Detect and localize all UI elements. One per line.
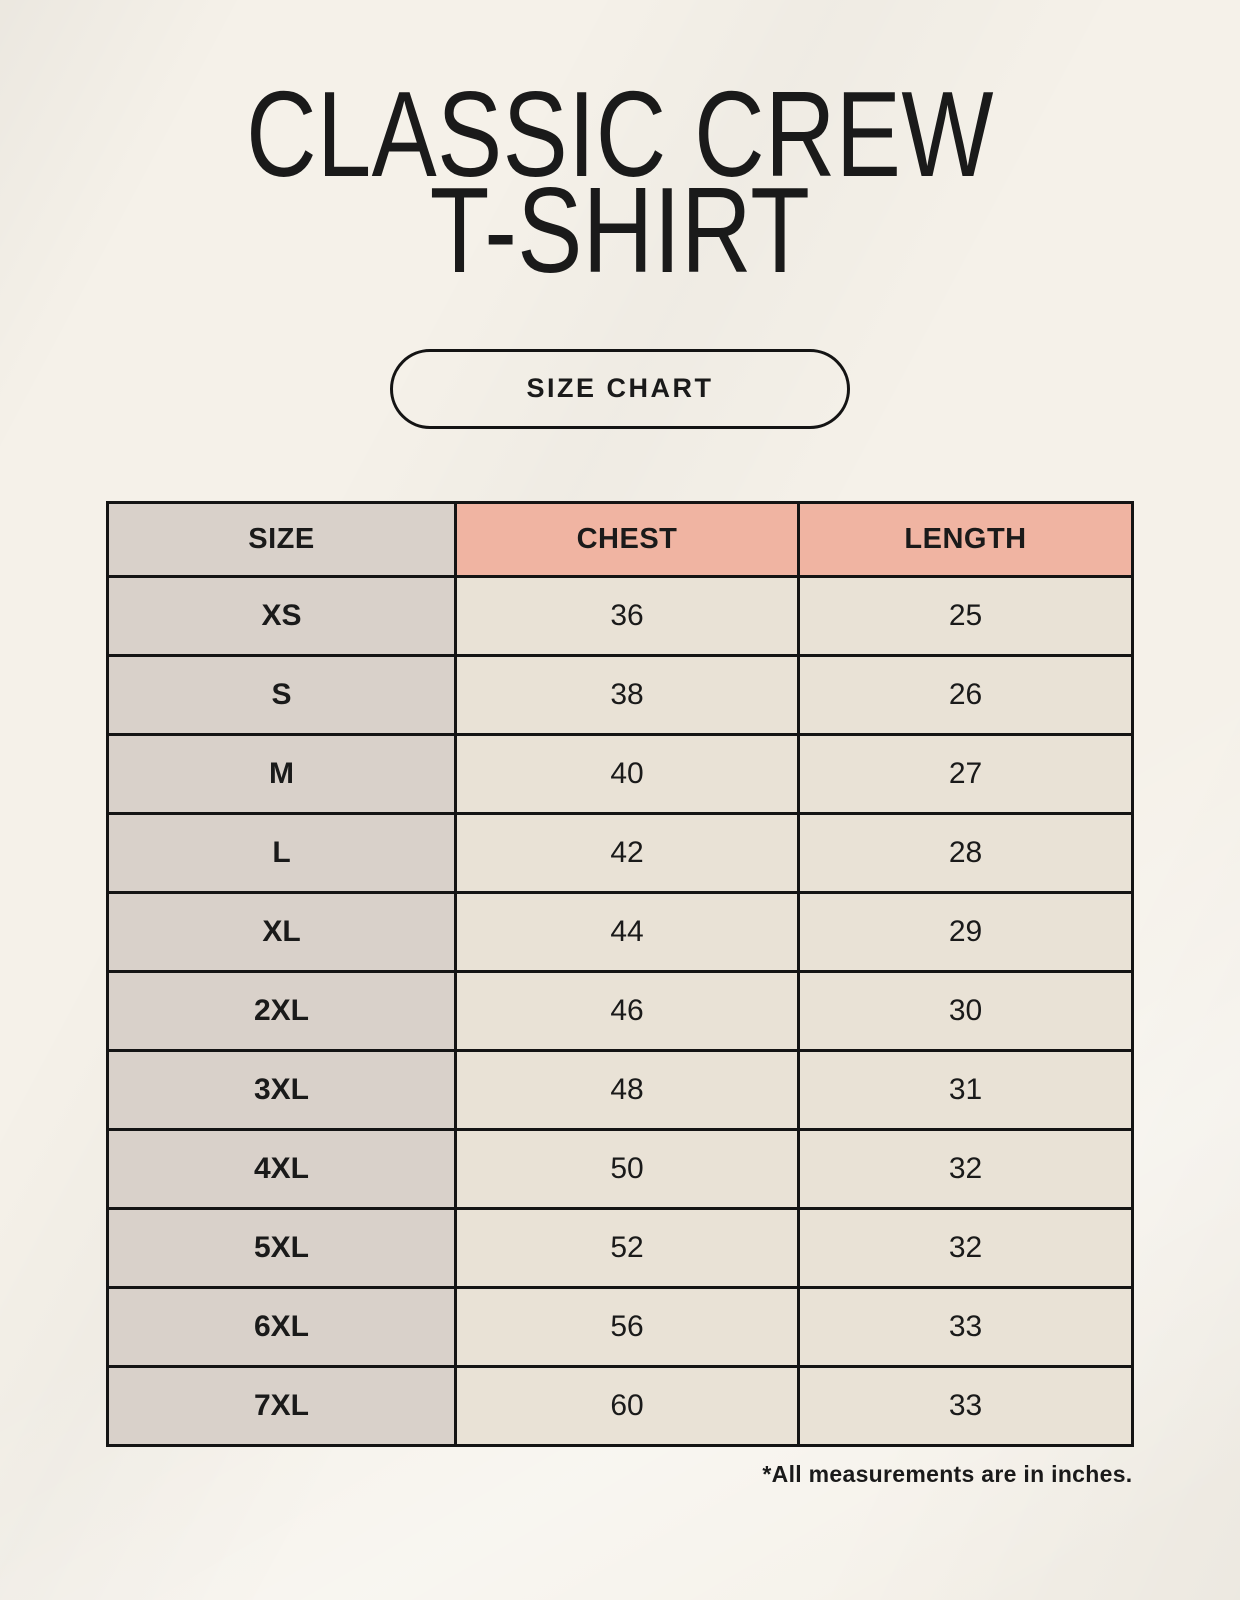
page-title-line-2: T-SHIRT (429, 162, 811, 299)
chest-cell: 46 (454, 969, 800, 1052)
size-cell: S (106, 653, 457, 736)
chest-cell: 48 (454, 1048, 800, 1131)
size-cell: XS (106, 574, 457, 657)
table-header-row: SIZE CHEST LENGTH (106, 500, 1134, 578)
length-cell: 32 (797, 1127, 1134, 1210)
page-title: CLASSIC CREW T-SHIRT (0, 0, 1240, 299)
table-row: M 40 27 (106, 732, 1134, 815)
chest-cell: 50 (454, 1127, 800, 1210)
column-header-length: LENGTH (797, 500, 1134, 578)
size-cell: 4XL (106, 1127, 457, 1210)
length-cell: 25 (797, 574, 1134, 657)
table-row: 7XL 60 33 (106, 1364, 1134, 1447)
size-cell: L (106, 811, 457, 894)
size-table: SIZE CHEST LENGTH XS 36 25 S 38 26 M 40 … (106, 500, 1134, 1447)
chest-cell: 60 (454, 1364, 800, 1447)
length-cell: 26 (797, 653, 1134, 736)
table-row: 4XL 50 32 (106, 1127, 1134, 1210)
size-chart-button[interactable]: SIZE CHART (390, 348, 850, 429)
size-chart-button-label: SIZE CHART (526, 373, 714, 404)
size-cell: 5XL (106, 1206, 457, 1289)
chest-cell: 56 (454, 1285, 800, 1368)
table-row: 6XL 56 33 (106, 1285, 1134, 1368)
table-row: XS 36 25 (106, 574, 1134, 657)
size-cell: 3XL (106, 1048, 457, 1131)
table-row: 2XL 46 30 (106, 969, 1134, 1052)
page-title-line-1: CLASSIC CREW (246, 66, 994, 202)
chest-cell: 38 (454, 653, 800, 736)
chest-cell: 36 (454, 574, 800, 657)
length-cell: 28 (797, 811, 1134, 894)
length-cell: 30 (797, 969, 1134, 1052)
size-cell: 2XL (106, 969, 457, 1052)
size-cell: XL (106, 890, 457, 973)
length-cell: 31 (797, 1048, 1134, 1131)
length-cell: 33 (797, 1364, 1134, 1447)
table-row: L 42 28 (106, 811, 1134, 894)
column-header-chest: CHEST (454, 500, 800, 578)
table-row: 5XL 52 32 (106, 1206, 1134, 1289)
chest-cell: 52 (454, 1206, 800, 1289)
length-cell: 32 (797, 1206, 1134, 1289)
column-header-size: SIZE (106, 500, 457, 578)
chest-cell: 44 (454, 890, 800, 973)
measurements-footnote: *All measurements are in inches. (762, 1460, 1133, 1487)
size-cell: 7XL (106, 1364, 457, 1447)
table-row: 3XL 48 31 (106, 1048, 1134, 1131)
size-cell: 6XL (106, 1285, 457, 1368)
chest-cell: 40 (454, 732, 800, 815)
chest-cell: 42 (454, 811, 800, 894)
table-row: XL 44 29 (106, 890, 1134, 973)
length-cell: 27 (797, 732, 1134, 815)
table-row: S 38 26 (106, 653, 1134, 736)
size-cell: M (106, 732, 457, 815)
length-cell: 29 (797, 890, 1134, 973)
length-cell: 33 (797, 1285, 1134, 1368)
